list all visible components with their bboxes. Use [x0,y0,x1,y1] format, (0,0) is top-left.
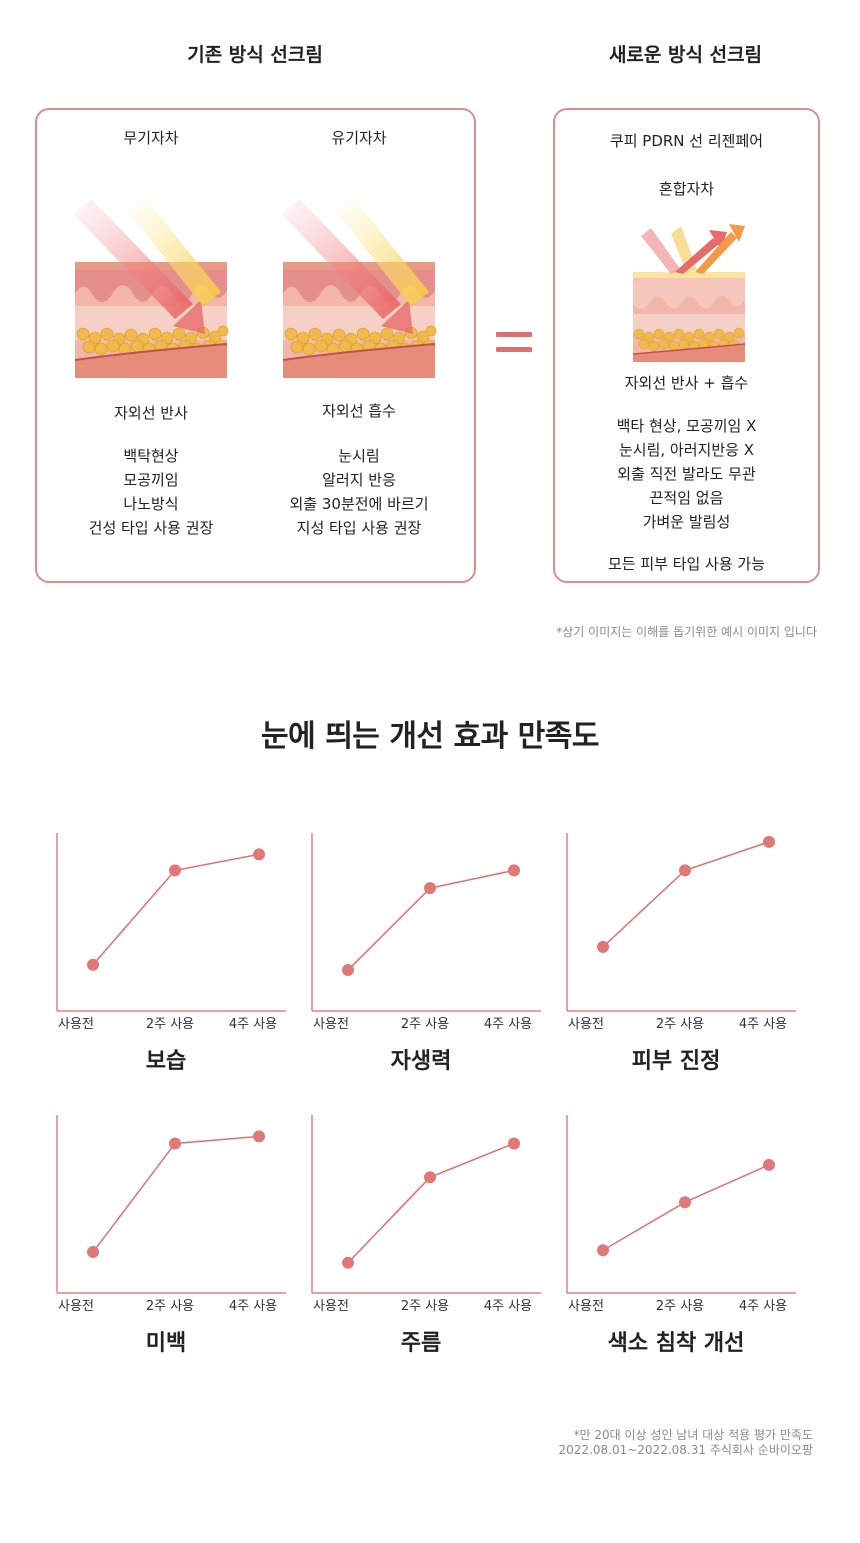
list-item: 건성 타입 사용 권장 [88,519,214,537]
x-tick-label: 사용전 [568,1299,604,1314]
x-tick-label: 2주 사용 [656,1017,704,1032]
chart-title: 주름 [400,1331,442,1356]
data-point [424,882,436,895]
satisfaction-chart: 사용전 2주 사용 4주 사용 [56,833,286,1032]
data-point [763,1158,775,1171]
data-point [169,864,181,877]
list-item: 지성 타입 사용 권장 [296,519,422,537]
data-point [424,1171,436,1184]
product-mechanism: 자외선 반사 + 흡수 [624,374,749,392]
x-tick-label: 2주 사용 [146,1299,194,1314]
chart-title: 자생력 [390,1049,452,1074]
x-tick-label: 4주 사용 [739,1017,787,1032]
footnote-line: 2022.08.01~2022.08.31 주식회사 순바이오팡 [558,1443,813,1457]
product-name: 쿠피 PDRN 선 리젠페어 [609,132,764,150]
data-point [679,1196,691,1209]
list-item: 백타 현상, 모공끼임 X [616,417,757,435]
data-point [508,1137,520,1150]
inorganic-feature-list: 백탁현상 모공끼임 나노방식 건성 타입 사용 권장 [56,444,246,540]
product-type: 혼합자차 [658,180,715,198]
data-point [508,864,520,877]
series-line [92,1135,260,1253]
list-item: 눈시림, 아러지반응 X [619,441,754,459]
skin-absorption-illustration [281,198,437,378]
data-point [87,958,99,971]
equals-icon [496,332,532,354]
skin-hybrid-illustration [632,224,746,362]
x-tick-label: 2주 사용 [401,1017,449,1032]
satisfaction-chart: 사용전 2주 사용 4주 사용 [566,833,796,1032]
satisfaction-chart: 사용전 2주 사용 4주 사용 [311,1115,541,1314]
data-point [253,1130,265,1143]
data-point [342,964,354,977]
list-item: 백탁현상 [123,447,179,465]
list-item: 모공끼임 [123,471,179,489]
data-point [597,1244,609,1257]
list-item: 끈적임 없음 [649,489,724,507]
list-item: 외출 30분전에 바르기 [289,495,429,513]
data-point [253,848,265,861]
x-tick-label: 2주 사용 [401,1299,449,1314]
organic-title: 유기자차 [331,129,387,147]
series-line [347,1142,515,1264]
x-tick-label: 4주 사용 [229,1299,277,1314]
product-feature-list: 백타 현상, 모공끼임 X 눈시림, 아러지반응 X 외출 직전 발라도 무관 … [555,414,818,534]
conventional-sunscreen-box: 무기자차 자외선 반사 백탁현상 모공끼임 나노방식 건성 타입 사용 권장 [35,108,476,583]
chart-title: 보습 [145,1049,187,1074]
inorganic-mechanism: 자외선 반사 [114,404,188,422]
series-line [602,841,770,948]
list-item: 알러지 반응 [322,471,396,489]
list-item: 나노방식 [123,495,179,513]
footnote-line: *만 20대 이상 성인 남녀 대상 적용 평가 만족도 [573,1428,813,1442]
right-heading: 새로운 방식 선크림 [608,44,763,66]
data-point [597,940,609,953]
product-footer: 모든 피부 타입 사용 가능 [607,555,766,573]
x-tick-label: 사용전 [313,1299,349,1314]
chart-title: 색소 침착 개선 [607,1331,745,1356]
data-point [342,1256,354,1269]
x-tick-label: 4주 사용 [739,1299,787,1314]
list-item: 외출 직전 발라도 무관 [617,465,756,483]
x-tick-label: 4주 사용 [484,1299,532,1314]
x-tick-label: 사용전 [313,1017,349,1032]
x-tick-label: 4주 사용 [229,1017,277,1032]
organic-mechanism: 자외선 흡수 [322,402,396,420]
data-point [679,864,691,877]
list-item: 눈시림 [338,447,380,465]
satisfaction-chart: 사용전 2주 사용 4주 사용 [566,1115,796,1314]
skin-reflection-illustration [73,198,229,378]
x-tick-label: 사용전 [58,1299,94,1314]
left-heading: 기존 방식 선크림 [187,44,323,66]
chart-title: 미백 [145,1331,187,1356]
new-sunscreen-box: 쿠피 PDRN 선 리젠페어 혼합자차 자외선 반사 + 흡수 백타 현상, 모… [553,108,820,583]
data-point [763,835,775,848]
list-item: 가벼운 발림성 [642,513,731,531]
inorganic-title: 무기자차 [123,129,179,147]
x-tick-label: 2주 사용 [656,1299,704,1314]
x-tick-label: 2주 사용 [146,1017,194,1032]
satisfaction-chart: 사용전 2주 사용 4주 사용 [56,1115,286,1314]
organic-feature-list: 눈시림 알러지 반응 외출 30분전에 바르기 지성 타입 사용 권장 [249,444,469,540]
survey-footnote: *만 20대 이상 성인 남녀 대상 적용 평가 만족도 2022.08.01~… [559,1428,813,1458]
illustration-note: *상기 이미지는 이해를 돕기위한 예시 이미지 입니다 [556,625,817,639]
x-tick-label: 사용전 [58,1017,94,1032]
satisfaction-chart: 사용전 2주 사용 4주 사용 [311,833,541,1032]
chart-title: 피부 진정 [631,1049,721,1074]
data-point [169,1137,181,1150]
x-tick-label: 4주 사용 [484,1017,532,1032]
satisfaction-title: 눈에 띄는 개선 효과 만족도 [261,719,599,754]
x-tick-label: 사용전 [568,1017,604,1032]
data-point [87,1246,99,1259]
